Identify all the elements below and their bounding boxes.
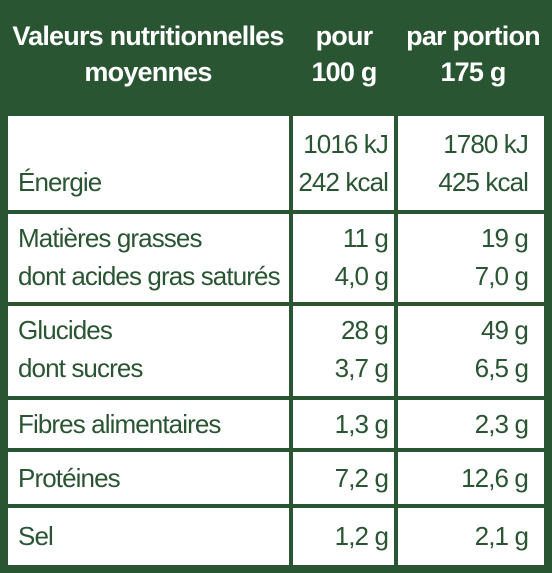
row-value-portion: 1780 kJ 425 kcal [438,129,529,197]
header-per-100g: pour 100 g [311,21,377,87]
table-row-carbohydrates: Glucides dont sucres 28 g 3,7 g 49 g 6,5… [8,306,544,396]
row-value-per100: 1,3 g [334,409,389,439]
column-divider [289,508,293,565]
row-label: Sel [18,521,54,551]
column-divider [289,400,293,448]
table-row-fibre: Fibres alimentaires 1,3 g 2,3 g [8,400,544,448]
column-divider [394,400,398,448]
row-value-per100: 7,2 g [334,463,389,493]
table-row-energy: Énergie 1016 kJ 242 kcal 1780 kJ 425 kca… [8,116,544,210]
column-divider [394,214,398,302]
row-label: Énergie [18,167,102,197]
row-label: Protéines [18,463,121,493]
table-header: Valeurs nutritionnelles moyennes pour 10… [0,0,552,112]
table-row-protein: Protéines 7,2 g 12,6 g [8,452,544,504]
column-divider [394,116,398,210]
row-value-portion: 12,6 g [461,463,529,493]
row-value-per100: 1,2 g [334,521,389,551]
row-value-portion: 2,3 g [474,409,529,439]
row-value-per100: 28 g 3,7 g [334,315,389,383]
header-per-portion: par portion 175 g [406,21,541,87]
row-value-portion: 2,1 g [474,521,529,551]
row-value-per100: 1016 kJ 242 kcal [298,129,389,197]
row-value-portion: 49 g 6,5 g [474,315,529,383]
column-divider [394,306,398,396]
row-label: Glucides dont sucres [18,315,143,383]
column-divider [289,452,293,504]
column-divider [289,306,293,396]
header-nutrition-values: Valeurs nutritionnelles moyennes [12,21,284,87]
column-divider [394,452,398,504]
column-divider [289,214,293,302]
column-divider [289,116,293,210]
row-value-portion: 19 g 7,0 g [474,223,529,291]
column-divider [394,508,398,565]
row-value-per100: 11 g 4,0 g [334,223,389,291]
table-row-salt: Sel 1,2 g 2,1 g [8,508,544,565]
row-label: Fibres alimentaires [18,409,221,439]
table-row-fats: Matières grasses dont acides gras saturé… [8,214,544,302]
row-label: Matières grasses dont acides gras saturé… [18,223,281,291]
